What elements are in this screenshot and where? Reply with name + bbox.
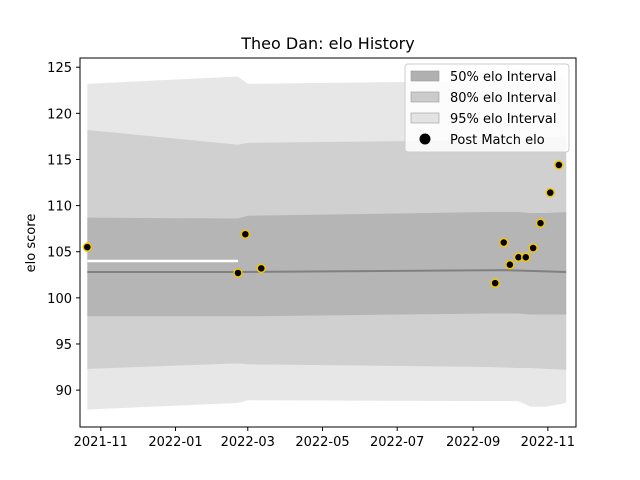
y-tick-label: 120 xyxy=(47,107,72,122)
legend-box xyxy=(404,63,570,153)
post-match-point-3 xyxy=(256,263,266,274)
post-match-point-2 xyxy=(240,229,251,239)
post-match-point-1 xyxy=(233,268,243,278)
mean-line-layer xyxy=(87,269,567,274)
post-match-point-5 xyxy=(498,237,509,248)
y-tick-label: 115 xyxy=(47,153,72,168)
y-tick-label: 100 xyxy=(47,292,72,307)
x-axis-ticks: 2021-11 2022-01 2022-03 2022-05 2022-07 2022-… xyxy=(74,427,575,450)
x-tick-label: 2022-03 xyxy=(221,435,275,450)
y-axis-ticks: 90 95 100 105 110 115 120 125 xyxy=(47,61,80,399)
post-match-point-11 xyxy=(545,187,556,198)
post-match-point-9 xyxy=(528,243,538,253)
x-tick-label: 2022-01 xyxy=(148,435,202,450)
legend-marker-3 xyxy=(419,133,431,145)
y-axis-label: elo score xyxy=(24,214,39,273)
x-tick-label: 2022-09 xyxy=(446,435,500,450)
legend-label-3: Post Match elo xyxy=(450,133,545,148)
post-match-point-0 xyxy=(82,242,93,252)
legend-swatch-2 xyxy=(410,112,440,124)
y-tick-label: 110 xyxy=(47,200,72,215)
x-tick-label: 2021-11 xyxy=(74,435,128,450)
post-match-point-4 xyxy=(490,278,500,288)
axes-frame xyxy=(79,57,577,428)
legend-swatch-1 xyxy=(410,91,440,103)
legend: 50% elo Interval 80% elo Interval 95% elo … xyxy=(404,63,570,153)
y-tick-label: 105 xyxy=(47,246,72,261)
post-match-point-8 xyxy=(521,252,531,263)
legend-label-0: 50% elo Interval xyxy=(450,70,557,85)
x-tick-label: 2022-07 xyxy=(370,435,424,450)
legend-label-2: 95% elo Interval xyxy=(450,112,557,127)
interval-band-50 xyxy=(87,212,567,317)
y-tick-label: 90 xyxy=(55,384,72,399)
legend-label-1: 80% elo Interval xyxy=(450,91,557,106)
post-match-point-6 xyxy=(505,259,515,270)
post-match-points xyxy=(82,160,564,288)
y-tick-label: 95 xyxy=(55,338,72,353)
x-tick-label: 2022-11 xyxy=(521,435,575,450)
x-tick-label: 2022-05 xyxy=(295,435,349,450)
post-match-point-10 xyxy=(535,218,546,228)
interval-bands xyxy=(87,76,567,410)
legend-swatch-0 xyxy=(410,70,440,82)
post-match-point-12 xyxy=(554,160,564,170)
y-tick-label: 125 xyxy=(47,61,72,76)
mean-elo-line xyxy=(87,269,567,274)
chart-title: Theo Dan: elo History xyxy=(240,34,414,53)
